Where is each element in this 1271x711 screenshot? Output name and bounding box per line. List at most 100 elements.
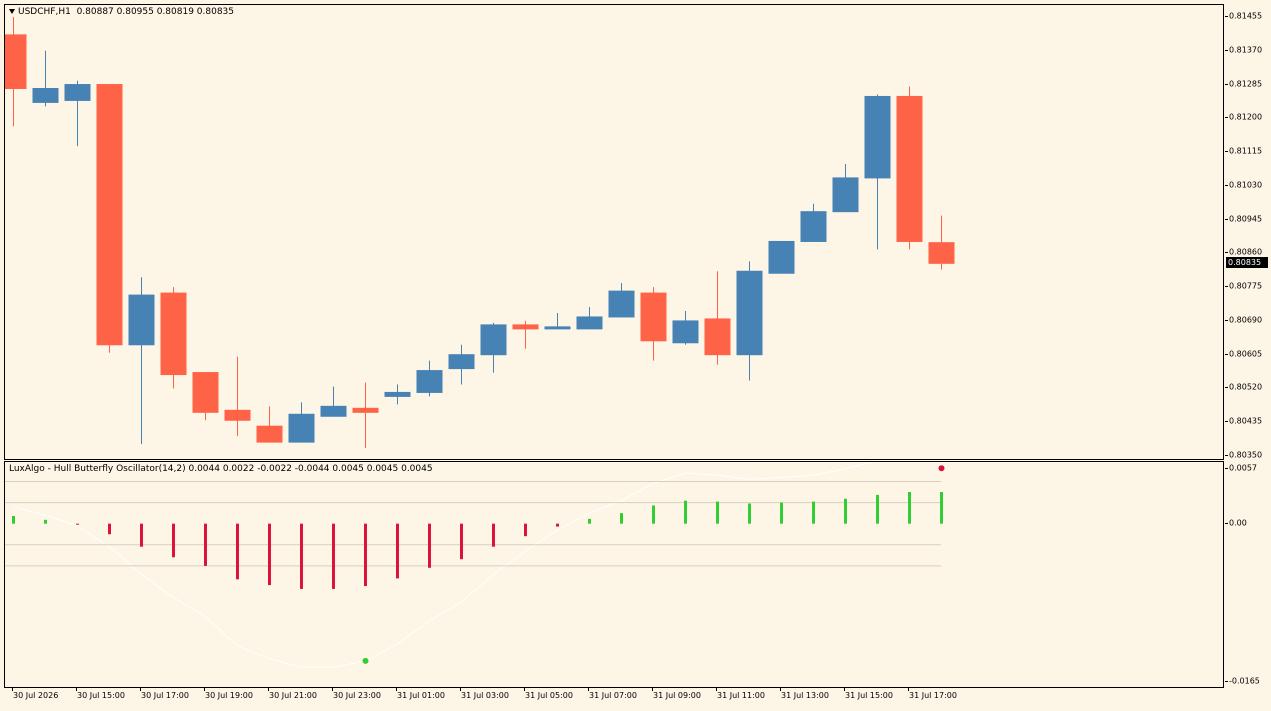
candle: [384, 384, 411, 405]
price-tick: [1225, 83, 1228, 85]
bull-candle-body: [320, 405, 347, 417]
candle: [864, 94, 891, 250]
chart-symbol-header: USDCHF,H1 0.80887 0.80955 0.80819 0.8083…: [9, 7, 234, 17]
time-tick: [268, 688, 269, 691]
oscillator-bar: [268, 523, 271, 586]
oscillator-tick-label: 0.00: [1229, 518, 1247, 528]
price-tick: [1225, 184, 1228, 186]
bull-candle-body: [288, 413, 315, 443]
candle: [832, 163, 859, 213]
time-tick: [524, 688, 525, 691]
time-tick-label: 31 Jul 13:00: [781, 691, 829, 700]
oscillator-bar: [12, 516, 15, 524]
candle: [224, 356, 251, 437]
bull-candle-body: [480, 324, 507, 356]
time-axis[interactable]: 30 Jul 2026 30 Jul 15:00 30 Jul 17:00 30 Ju…: [0, 688, 1271, 711]
oscillator-bar: [204, 523, 207, 566]
time-tick: [652, 688, 653, 691]
time-tick: [12, 688, 13, 691]
oscillator-bar: [428, 523, 431, 568]
oscillator-bar: [748, 503, 751, 524]
candle: [576, 307, 603, 330]
oscillator-bar: [140, 523, 143, 547]
oscillator-bar: [236, 523, 239, 580]
candle: [640, 287, 667, 361]
price-tick: [1225, 117, 1228, 119]
bear-candle-body: [928, 242, 955, 264]
bull-candle-body: [32, 88, 59, 103]
candle: [928, 215, 955, 270]
oscillator-bar: [684, 500, 687, 524]
bull-candle-body: [672, 320, 699, 344]
time-tick-label: 30 Jul 21:00: [269, 691, 317, 700]
time-tick-label: 31 Jul 09:00: [653, 691, 701, 700]
oscillator-bar: [76, 523, 79, 525]
time-tick-label: 31 Jul 15:00: [845, 691, 893, 700]
oscillator-bar: [492, 523, 495, 547]
time-tick-label: 30 Jul 15:00: [77, 691, 125, 700]
price-tick-label: 0.81115: [1229, 146, 1263, 156]
price-tick-label: 0.80775: [1229, 281, 1263, 291]
candle: [192, 372, 219, 421]
oscillator-tick-label: 0.0057: [1229, 463, 1257, 473]
price-chart-pane[interactable]: USDCHF,H1 0.80887 0.80955 0.80819 0.8083…: [4, 4, 1224, 460]
oscillator-axis[interactable]: 0.0057 0.00 -0.0165: [1225, 461, 1271, 688]
candle: [704, 271, 731, 365]
time-tick-label: 31 Jul 03:00: [461, 691, 509, 700]
time-tick-label: 30 Jul 23:00: [333, 691, 381, 700]
oscillator-bar: [172, 523, 175, 558]
indicator-label: LuxAlgo - Hull Butterfly Oscillator(14,2…: [9, 464, 433, 474]
candle: [800, 203, 827, 242]
candle: [608, 283, 635, 318]
candle: [256, 406, 283, 443]
price-tick-label: 0.81285: [1229, 79, 1263, 89]
bull-candle-body: [384, 391, 411, 397]
oscillator-bar: [460, 523, 463, 560]
price-tick-label: 0.81370: [1229, 45, 1263, 55]
bear-candle-body: [640, 292, 667, 342]
candle: [448, 344, 475, 385]
price-tick-label: 0.81455: [1229, 11, 1263, 21]
oscillator-bar: [108, 523, 111, 535]
dropdown-triangle-icon[interactable]: [9, 9, 15, 14]
time-tick-label: 31 Jul 11:00: [717, 691, 765, 700]
oscillator-bar: [620, 513, 623, 524]
bear-candle-body: [704, 318, 731, 356]
candle: [128, 277, 155, 445]
candle: [736, 261, 763, 381]
price-tick: [1225, 218, 1228, 220]
time-tick: [780, 688, 781, 691]
price-tick-label: 0.80350: [1229, 450, 1263, 460]
bear-candle-body: [96, 84, 123, 346]
price-tick-label: 0.80690: [1229, 315, 1263, 325]
candle: [768, 240, 795, 274]
time-tick-label: 30 Jul 2026: [13, 691, 59, 700]
oscillator-bar: [844, 498, 847, 524]
bull-candle-body: [768, 240, 795, 274]
oscillator-bar: [524, 523, 527, 537]
price-axis[interactable]: 0.81455 0.81370 0.81285 0.81200 0.81115 0.810…: [1225, 4, 1271, 460]
ohlc-values: 0.80887 0.80955 0.80819 0.80835: [76, 7, 235, 17]
bull-candle-body: [416, 370, 443, 393]
price-tick: [1225, 286, 1228, 288]
candle: [64, 80, 91, 147]
bear-candle-body: [352, 407, 379, 413]
time-tick: [588, 688, 589, 691]
oscillator-bar: [556, 523, 559, 527]
time-tick-label: 30 Jul 17:00: [141, 691, 189, 700]
indicator-header: LuxAlgo - Hull Butterfly Oscillator(14,2…: [9, 464, 433, 474]
oscillator-bar: [812, 501, 815, 524]
bear-candle-body: [5, 34, 27, 90]
price-tick: [1225, 16, 1228, 17]
candle: [512, 320, 539, 349]
oscillator-bar: [44, 519, 47, 524]
price-tick-label: 0.80860: [1229, 247, 1263, 257]
time-tick: [396, 688, 397, 691]
oscillator-pane[interactable]: LuxAlgo - Hull Butterfly Oscillator(14,2…: [4, 461, 1224, 688]
bull-candle-body: [128, 294, 155, 346]
oscillator-bar: [300, 523, 303, 589]
oscillator-tick: [1225, 522, 1228, 524]
time-tick: [332, 688, 333, 691]
time-tick: [460, 688, 461, 691]
